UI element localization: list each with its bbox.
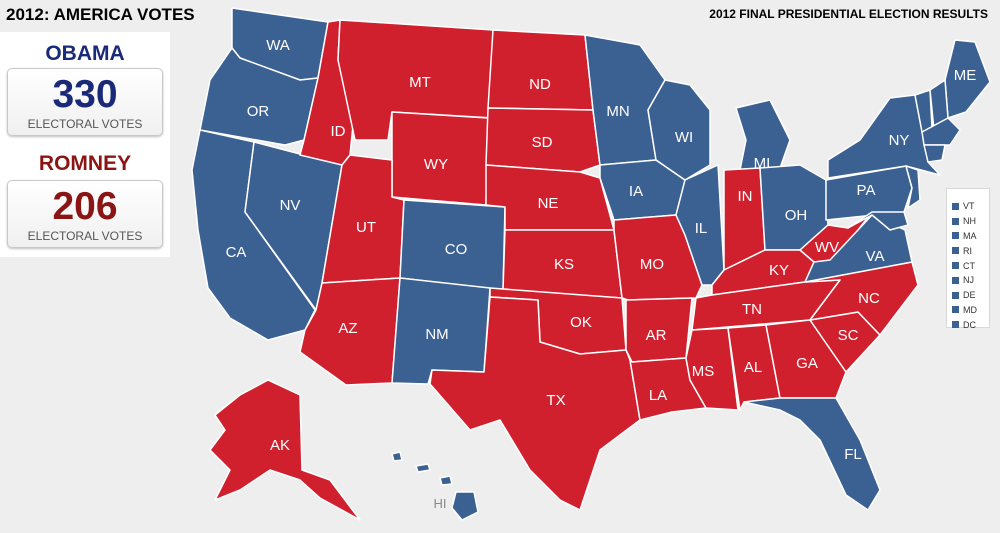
- state-HI-4[interactable]: [451, 491, 479, 521]
- label-ID: ID: [331, 123, 346, 140]
- legend-swatch: [952, 291, 959, 299]
- label-WY: WY: [424, 156, 448, 173]
- label-CO: CO: [445, 241, 468, 258]
- state-FL[interactable]: [743, 397, 881, 511]
- state-MA: [921, 117, 961, 146]
- label-NY: NY: [889, 132, 910, 149]
- state-MD: [847, 211, 909, 231]
- label-AL: AL: [744, 359, 762, 376]
- obama-votes-box: 330 ELECTORAL VOTES: [7, 68, 163, 136]
- legend-label: NH: [963, 216, 976, 227]
- legend-swatch: [952, 262, 959, 270]
- legend-swatch: [952, 321, 959, 329]
- legend-label: DE: [963, 290, 976, 301]
- legend-item-ct[interactable]: CT: [952, 258, 989, 273]
- legend-swatch: [952, 232, 959, 240]
- label-NE: NE: [538, 195, 559, 212]
- legend-item-de[interactable]: DE: [952, 288, 989, 303]
- small-states-legend: VT NH MA RI CT NJ DE MD DC: [946, 188, 990, 330]
- label-KY: KY: [769, 262, 789, 279]
- scoreboard: OBAMA 330 ELECTORAL VOTES ROMNEY 206 ELE…: [0, 32, 170, 257]
- legend-item-nj[interactable]: NJ: [952, 273, 989, 288]
- state-HI-2[interactable]: [415, 463, 431, 473]
- legend-swatch: [952, 217, 959, 225]
- legend-swatch: [952, 247, 959, 255]
- legend-label: CT: [963, 260, 975, 271]
- legend-item-nh[interactable]: NH: [952, 214, 989, 229]
- label-MT: MT: [409, 74, 431, 91]
- label-SD: SD: [532, 134, 553, 151]
- legend-swatch: [952, 306, 959, 314]
- label-AR: AR: [646, 327, 667, 344]
- label-NC: NC: [858, 290, 880, 307]
- state-TX[interactable]: [429, 296, 641, 511]
- label-MO: MO: [640, 256, 664, 273]
- legend-label: MD: [963, 304, 977, 315]
- label-TN: TN: [742, 301, 762, 318]
- label-MS: MS: [692, 363, 715, 380]
- legend-item-ri[interactable]: RI: [952, 243, 989, 258]
- legend-swatch: [952, 276, 959, 284]
- label-ND: ND: [529, 76, 551, 93]
- label-OR: OR: [247, 103, 270, 120]
- legend-item-vt[interactable]: VT: [952, 199, 989, 214]
- label-MN: MN: [606, 103, 629, 120]
- legend-item-ma[interactable]: MA: [952, 229, 989, 244]
- state-ND[interactable]: [487, 29, 594, 111]
- legend-label: VT: [963, 201, 975, 212]
- label-UT: UT: [356, 219, 376, 236]
- legend-swatch: [952, 202, 959, 210]
- label-GA: GA: [796, 355, 818, 372]
- label-IN: IN: [738, 188, 753, 205]
- romney-votes-box: 206 ELECTORAL VOTES: [7, 180, 163, 248]
- legend-label: DC: [963, 319, 976, 330]
- label-IL: IL: [695, 220, 708, 237]
- state-CT: [923, 144, 946, 163]
- results-subtitle: 2012 FINAL PRESIDENTIAL ELECTION RESULTS: [709, 7, 988, 21]
- state-NJ: [905, 165, 921, 209]
- label-CA: CA: [226, 244, 247, 261]
- romney-electoral-count: 206: [52, 185, 118, 228]
- label-VA: VA: [866, 248, 885, 265]
- label-AZ: AZ: [338, 320, 357, 337]
- page-title: 2012: AMERICA VOTES: [6, 5, 195, 24]
- label-TX: TX: [546, 392, 565, 409]
- label-OK: OK: [570, 314, 592, 331]
- legend-label: MA: [963, 230, 977, 241]
- state-GA[interactable]: [765, 319, 847, 399]
- label-SC: SC: [838, 327, 859, 344]
- label-IA: IA: [629, 183, 643, 200]
- state-SD[interactable]: [485, 107, 601, 173]
- label-AK: AK: [270, 437, 290, 454]
- state-NC[interactable]: [804, 261, 919, 336]
- legend-item-dc[interactable]: DC: [952, 317, 989, 332]
- obama-electoral-count: 330: [52, 73, 118, 116]
- state-AK[interactable]: [209, 379, 361, 521]
- state-HI-1[interactable]: [391, 451, 403, 462]
- candidate-name-obama: OBAMA: [45, 42, 125, 65]
- state-HI-3[interactable]: [439, 475, 453, 486]
- label-KS: KS: [554, 256, 574, 273]
- label-FL: FL: [844, 446, 862, 463]
- legend-label: NJ: [963, 275, 974, 286]
- label-WA: WA: [266, 37, 290, 54]
- state-WI[interactable]: [647, 79, 711, 181]
- label-MI: MI: [754, 155, 771, 172]
- label-ME: ME: [954, 67, 977, 84]
- label-WV: WV: [815, 239, 839, 256]
- legend-item-md[interactable]: MD: [952, 303, 989, 318]
- label-NM: NM: [425, 326, 448, 343]
- legend-label: RI: [963, 245, 972, 256]
- label-OH: OH: [785, 207, 808, 224]
- candidate-name-romney: ROMNEY: [38, 152, 132, 175]
- label-WI: WI: [675, 129, 693, 146]
- label-NV: NV: [280, 197, 301, 214]
- obama-votes-label: ELECTORAL VOTES: [27, 117, 143, 131]
- label-HI: HI: [434, 496, 447, 511]
- state-IL[interactable]: [675, 164, 725, 286]
- label-LA: LA: [649, 387, 667, 404]
- romney-votes-label: ELECTORAL VOTES: [27, 229, 143, 243]
- label-PA: PA: [857, 182, 876, 199]
